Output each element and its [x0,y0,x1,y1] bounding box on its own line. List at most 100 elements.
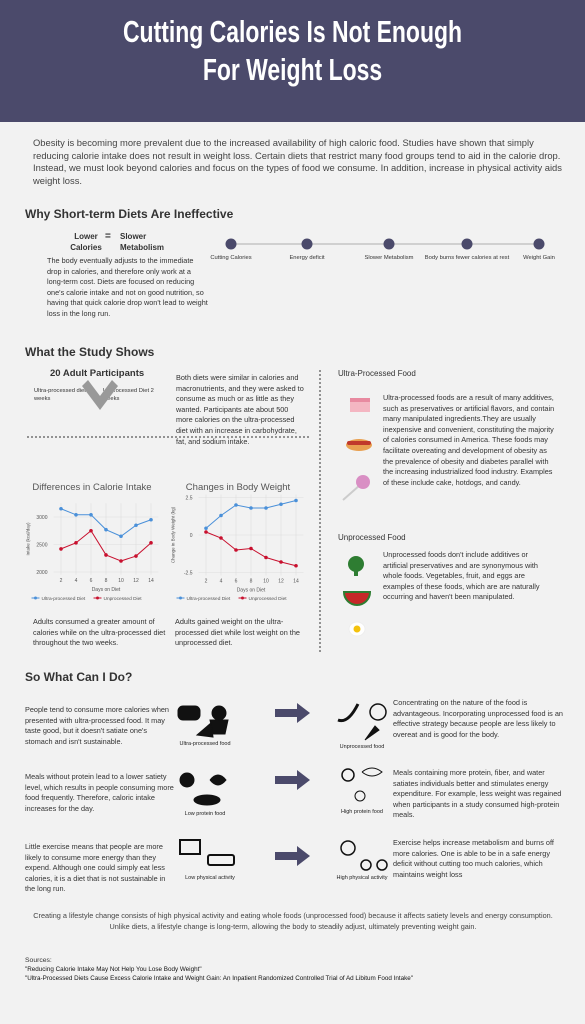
x-tick-label: 4 [220,579,223,585]
y-tick-label: 2500 [36,543,47,549]
paragraph: Meals without protein lead to a lower sa… [25,772,174,813]
data-point [234,503,238,507]
y-tick-label: 2000 [36,570,47,576]
data-point [59,506,63,511]
paragraph: Concentrating on the nature of the food … [393,698,563,739]
data-point [279,560,283,564]
data-point [104,527,108,532]
source: "Reducing Calorie Intake May Not Help Yo… [25,966,202,973]
arrows [275,703,310,866]
header: Cutting Calories Is Not Enough For Weigh… [0,0,585,122]
legend-marker [179,596,182,600]
food-icons [342,398,372,637]
data-point [249,546,253,551]
subheading: Ultra-Processed Food [338,369,416,378]
x-tick-label: 4 [75,578,78,584]
paragraph: Unprocessed foods don't include additive… [383,550,540,602]
paragraph: Exercise helps increase metabolism and b… [393,838,554,879]
data-point [204,530,208,534]
subheading: Unprocessed Food [338,533,406,542]
chart-title: Differences in Calorie Intake [32,482,151,493]
legend-label: Ultra-processed Diet [187,596,231,602]
icon-label: Ultra-processed food [179,741,231,747]
data-point [219,536,223,540]
flow-label: Weight Gain [523,255,555,261]
data-point [119,559,123,563]
icon-label: Low protein food [184,811,226,817]
icon-label: High physical activity [336,875,388,881]
y-tick-label: 3000 [36,515,47,521]
paragraph: Little exercise means that people are mo… [25,842,166,894]
y-tick-label: -2.5 [184,571,193,577]
data-point [149,517,153,522]
legend-label: Unprocessed Diet [104,596,143,602]
title-line: Cutting Calories Is Not Enough [122,14,462,49]
x-axis-label: Days on Diet [92,587,121,593]
data-point [89,513,93,517]
data-point [294,498,298,503]
flow-node [383,238,395,250]
data-point [104,553,108,557]
paragraph: Meals containing more protein, fiber, an… [393,768,562,820]
caption: Adults consumed a greater amount of calo… [33,617,166,648]
data-point [249,506,253,510]
flow-label: Energy deficit [289,255,325,261]
x-tick-label: 6 [235,579,238,585]
series-line [60,530,152,562]
flow-label: Cutting Calories [210,255,251,261]
flow-node [533,238,545,250]
source: "Ultra-Processed Diets Cause Excess Calo… [25,975,413,982]
group: Ultra-processed diet 2 weeks [34,388,91,402]
x-tick-label: 8 [105,578,108,584]
data-point [279,502,283,507]
chart-title: Changes in Body Weight [186,482,291,493]
x-tick-label: 8 [250,579,253,585]
flow-label: Slower Metabolism [365,255,414,261]
equation-term: Slower Metabolism [120,232,165,252]
legend-marker [241,596,244,600]
flow-node [301,238,313,250]
data-point [119,534,123,539]
x-tick-label: 2 [60,578,63,584]
data-point [219,513,223,518]
flow-node [225,238,237,250]
data-point [204,526,208,531]
caption: Adults gained weight on the ultra-proces… [175,617,300,648]
y-tick-label: 0 [190,533,193,539]
x-tick-label: 12 [133,578,139,584]
y-axis-label: Change in Body Weight (kg) [171,506,176,563]
x-tick-label: 6 [90,578,93,584]
participants: 20 Adult Participants [50,368,145,379]
icon-label: Unprocessed food [339,744,385,750]
data-point [89,528,93,533]
group: Unprocessed Diet 2 weeks [103,388,154,402]
legend-marker [34,596,37,600]
legend-label: Unprocessed Diet [249,596,288,602]
section-heading: So What Can I Do? [25,670,133,684]
title-line: For Weight Loss [202,52,383,87]
paragraph: Both diets were similar in calories and … [176,373,304,446]
data-point [134,554,138,558]
icon-label: Low physical activity [185,875,235,881]
x-tick-label: 2 [205,579,208,585]
y-tick-label: 2.5 [186,496,193,502]
data-point [149,541,153,545]
x-axis-label: Days on Diet [237,588,266,594]
paragraph: The body eventually adjusts to the immed… [47,256,208,318]
data-point [294,563,298,568]
data-point [264,555,268,560]
data-point [134,523,138,528]
intro: Obesity is becoming more prevalent due t… [33,137,562,186]
series-line [205,531,297,567]
x-tick-label: 10 [118,578,124,584]
section-heading: What the Study Shows [25,345,155,359]
data-point [74,541,78,545]
series-line [60,508,152,537]
y-axis-label: Intake (kcal/day) [26,522,31,556]
flow-node [461,238,473,250]
legend-label: Ultra-processed Diet [42,596,86,602]
data-point [234,548,238,552]
x-tick-label: 12 [278,579,284,585]
sources-label: Sources: [25,957,52,964]
